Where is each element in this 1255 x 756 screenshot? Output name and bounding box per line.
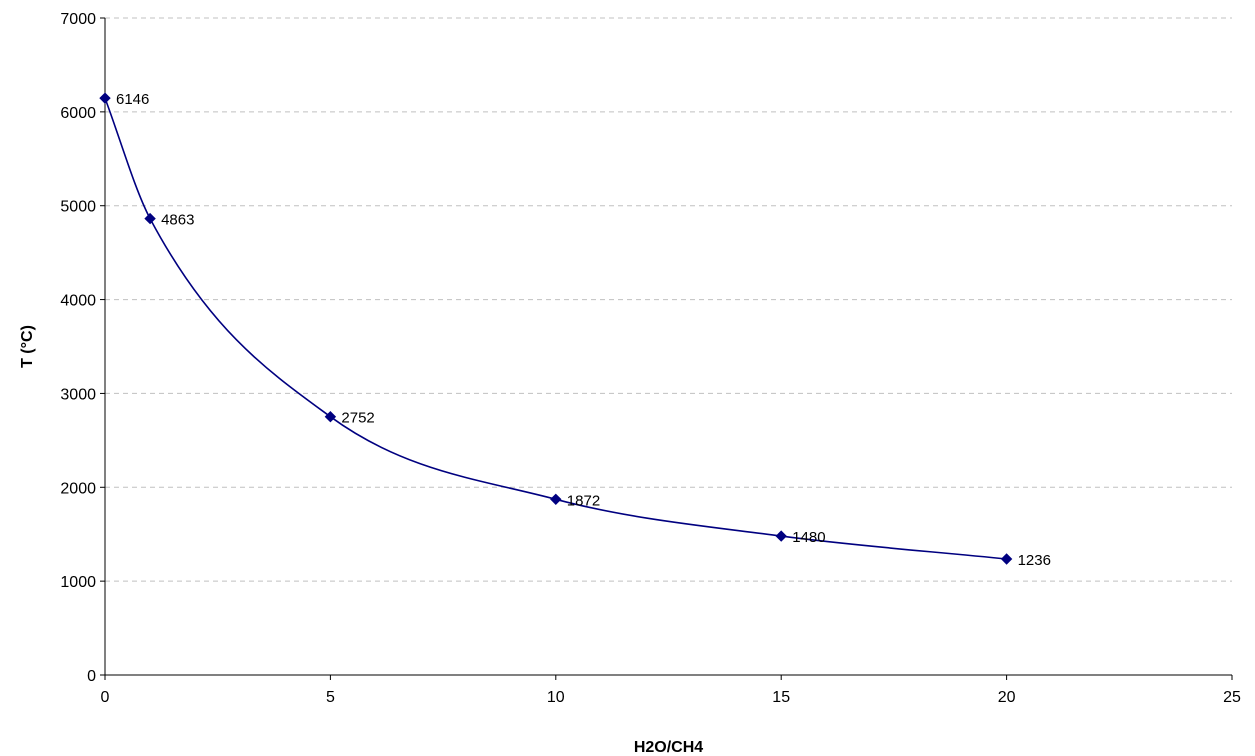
data-point-marker: [1000, 553, 1013, 565]
y-tick-label: 7000: [60, 11, 96, 28]
y-tick-label: 3000: [60, 386, 96, 403]
y-axis-title: T (°C): [19, 325, 36, 368]
data-point-label: 1872: [567, 492, 600, 509]
series-line: [104, 97, 1007, 560]
tick-labels: 0 1000 2000 3000 4000 5000 6000 7000 0 5 10 15 20 25: [60, 11, 1241, 706]
x-tick-label: 5: [326, 689, 335, 706]
data-point-marker: [550, 493, 562, 506]
grid-lines: [105, 17, 1232, 582]
data-point-marker: [144, 212, 156, 225]
y-tick-label: 4000: [60, 293, 96, 310]
y-tick-label: 2000: [60, 480, 96, 497]
y-tick-label: 1000: [60, 574, 96, 591]
axes: [100, 17, 1233, 680]
data-labels: 6146 4863 2752 1872 1480 1236: [116, 91, 1051, 569]
data-point-label: 2752: [341, 410, 374, 427]
series: [99, 92, 1013, 565]
y-tick-label: 5000: [60, 199, 96, 216]
x-tick-label: 20: [998, 689, 1016, 706]
data-point-marker: [775, 530, 787, 542]
x-axis-title: H2O/CH4: [634, 739, 703, 756]
x-tick-label: 0: [101, 689, 110, 706]
x-tick-label: 15: [772, 689, 790, 706]
x-tick-label: 10: [547, 689, 565, 706]
data-point-label: 1236: [1018, 552, 1051, 569]
data-point-label: 4863: [161, 212, 194, 229]
data-point-marker: [99, 92, 111, 104]
y-tick-label: 6000: [60, 105, 96, 122]
data-point-label: 6146: [116, 91, 149, 108]
data-point-marker: [324, 410, 337, 423]
y-tick-label: 0: [87, 668, 96, 685]
data-point-label: 1480: [792, 529, 825, 546]
x-tick-label: 25: [1223, 689, 1241, 706]
